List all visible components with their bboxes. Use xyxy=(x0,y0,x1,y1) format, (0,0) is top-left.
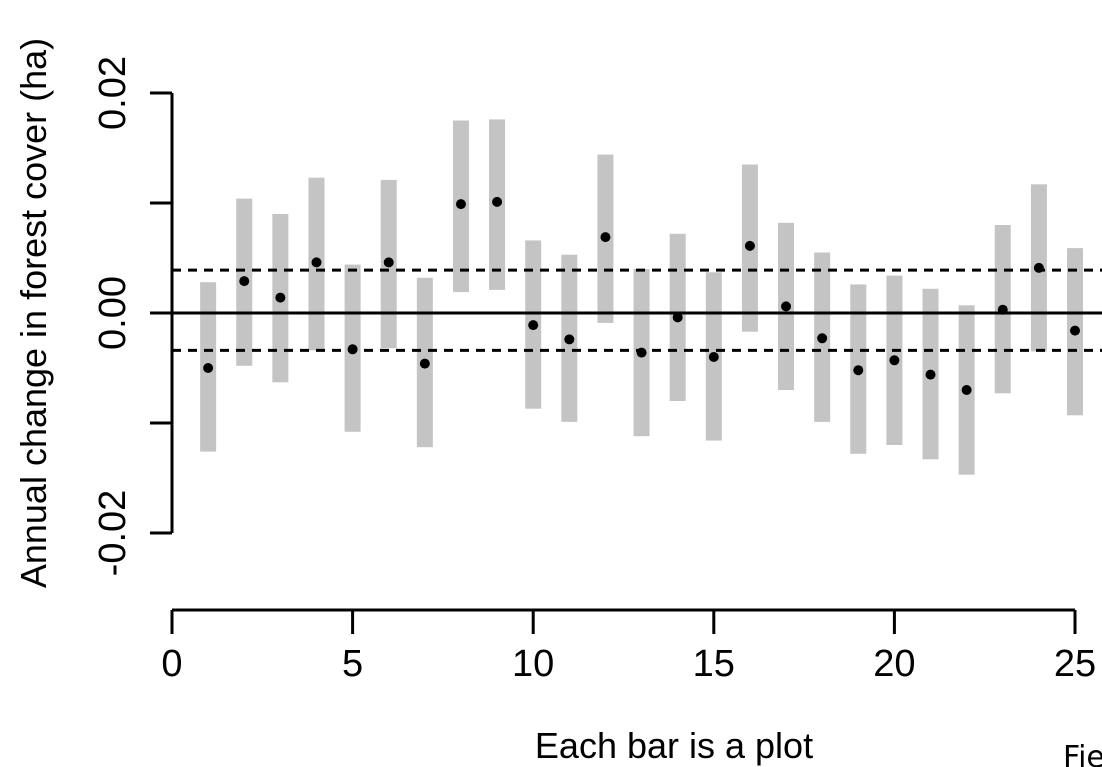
point-17 xyxy=(781,301,792,312)
estimate-points xyxy=(203,196,1080,395)
point-21 xyxy=(925,369,936,380)
x-tick-label-4: 15 xyxy=(693,643,735,685)
corner-text: Fie xyxy=(1063,740,1102,767)
x-tick-label-2: 5 xyxy=(342,643,363,685)
point-12 xyxy=(600,232,611,243)
point-18 xyxy=(817,333,828,344)
point-15 xyxy=(708,352,719,362)
point-11 xyxy=(564,334,575,345)
y-tick-label-1: 0.02 xyxy=(92,56,134,130)
point-10 xyxy=(528,320,539,331)
y-tick-label-2: 0.00 xyxy=(92,276,134,350)
point-13 xyxy=(636,347,647,358)
point-20 xyxy=(889,355,900,366)
point-7 xyxy=(419,358,430,369)
x-tick-label-5: 20 xyxy=(873,643,915,685)
point-8 xyxy=(455,199,466,210)
x-tick-label-1: 0 xyxy=(161,643,182,685)
point-16 xyxy=(744,240,755,251)
point-2 xyxy=(239,276,250,287)
point-1 xyxy=(203,363,214,373)
point-4 xyxy=(311,257,322,268)
point-6 xyxy=(383,257,394,268)
x-axis: 0 5 10 15 20 25 xyxy=(161,608,1096,685)
y-axis: 0.02 0.00 -0.02 xyxy=(92,56,174,577)
point-23 xyxy=(997,304,1008,315)
x-tick-label-6: 25 xyxy=(1054,643,1096,685)
point-19 xyxy=(853,365,864,376)
reference-lines xyxy=(172,268,1102,352)
point-3 xyxy=(275,292,286,303)
x-axis-title: Each bar is a plot xyxy=(535,725,813,766)
y-axis-title: Annual change in forest cover (ha) xyxy=(13,38,54,588)
point-14 xyxy=(672,312,683,323)
confidence-intervals xyxy=(200,119,1083,475)
y-tick-label-3: -0.02 xyxy=(92,490,134,577)
point-9 xyxy=(492,196,503,207)
point-5 xyxy=(347,344,358,355)
point-22 xyxy=(961,385,972,395)
point-25 xyxy=(1070,325,1080,336)
x-tick-label-3: 10 xyxy=(512,643,554,685)
point-24 xyxy=(1033,262,1044,273)
